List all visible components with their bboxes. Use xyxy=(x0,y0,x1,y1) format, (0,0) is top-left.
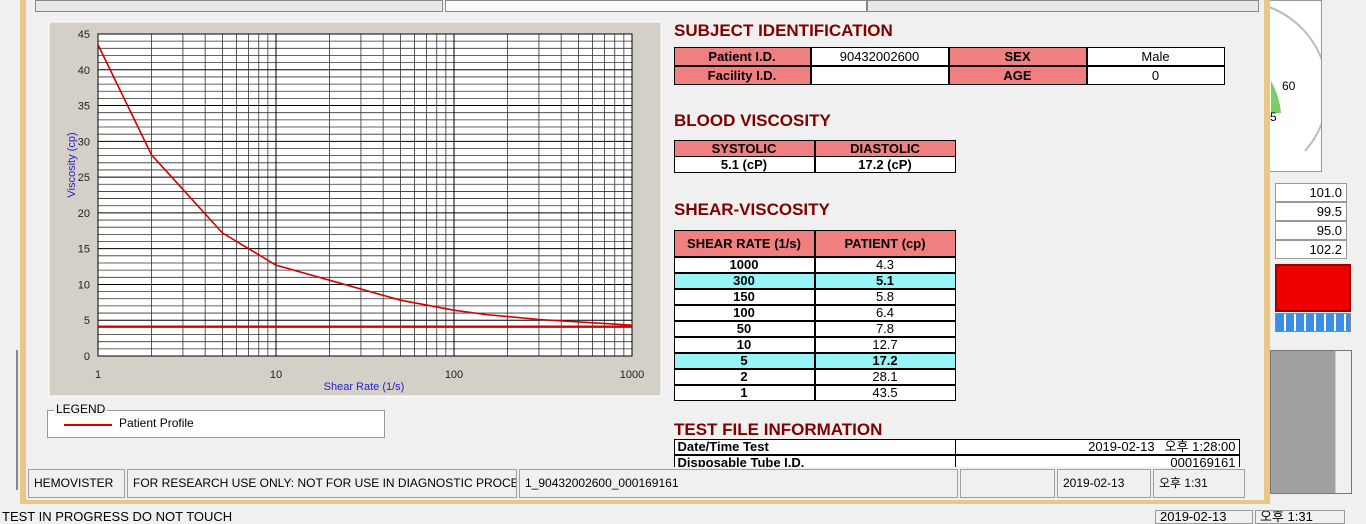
table-cell: 50 xyxy=(673,320,815,337)
status-cell: 2019-02-13 xyxy=(1057,469,1151,498)
scrollbar[interactable] xyxy=(1335,351,1351,493)
value-cell: Male xyxy=(1086,46,1225,66)
table-cell: 300 xyxy=(673,272,815,289)
x-tick-label: 1 xyxy=(95,369,101,381)
frame-edge xyxy=(16,350,18,490)
y-axis-label: Viscosity (cp) xyxy=(66,132,78,197)
legend-label: Patient Profile xyxy=(119,416,194,430)
table-cell: 100 xyxy=(673,304,815,321)
label-cell: Facility I.D. xyxy=(673,65,811,85)
status-cell: HEMOVISTER xyxy=(28,469,125,498)
value-cell: 0 xyxy=(1086,65,1225,85)
header-cell: SYSTOLIC xyxy=(673,139,815,157)
table-cell: 5 xyxy=(673,352,815,369)
y-tick-label: 20 xyxy=(78,208,90,220)
table-cell: 10 xyxy=(673,336,815,353)
table-cell: 28.1 xyxy=(814,368,956,385)
x-tick-label: 100 xyxy=(445,369,463,381)
progress-bar xyxy=(1275,313,1351,332)
y-tick-label: 40 xyxy=(78,65,90,77)
table-cell: 5.1 xyxy=(814,272,956,289)
table-cell: 17.2 xyxy=(814,352,956,369)
value-cell: 90432002600 xyxy=(810,46,949,66)
section-title: SUBJECT IDENTIFICATION xyxy=(674,21,893,40)
header-cell: SHEAR RATE (1/s) xyxy=(673,229,815,257)
table-cell: 150 xyxy=(673,288,815,305)
alarm-button[interactable] xyxy=(1275,264,1351,312)
table-cell: 1 xyxy=(673,384,815,401)
gauge-panel xyxy=(1268,0,1329,172)
section-title: BLOOD VISCOSITY xyxy=(674,111,831,130)
footer-cell: 오후 1:31 xyxy=(1255,510,1345,524)
value-cell: 5.1 (cP) xyxy=(673,155,815,173)
table-cell: 5.8 xyxy=(814,288,956,305)
value-cell: 2019-02-13 오후 1:28:00 xyxy=(954,438,1240,455)
y-tick-label: 10 xyxy=(78,279,90,291)
table-cell: 4.3 xyxy=(814,256,956,273)
reading: 102.2 xyxy=(1275,240,1347,259)
legend-swatch xyxy=(64,424,112,426)
status-cell xyxy=(960,469,1055,498)
label-cell: SEX xyxy=(948,46,1087,66)
label-cell: Date/Time Test xyxy=(673,438,956,455)
plot-area xyxy=(98,34,632,356)
footer-cell: 2019-02-13 xyxy=(1155,510,1253,524)
status-bar: HEMOVISTER FOR RESEARCH USE ONLY: NOT FOR… xyxy=(26,467,1264,500)
gauge-label: 5 xyxy=(1270,110,1277,124)
header-cell: PATIENT (cp) xyxy=(814,229,956,257)
tab-active[interactable] xyxy=(445,0,867,12)
value-cell xyxy=(810,65,949,85)
label-cell: AGE xyxy=(948,65,1087,85)
y-tick-label: 0 xyxy=(84,351,90,363)
x-axis-label: Shear Rate (1/s) xyxy=(324,381,405,393)
status-cell: FOR RESEARCH USE ONLY: NOT FOR USE IN DI… xyxy=(127,469,517,498)
section-title: TEST FILE INFORMATION xyxy=(674,420,883,439)
tab[interactable] xyxy=(867,0,1259,12)
value-text: 000169161 xyxy=(1170,454,1236,470)
tab[interactable] xyxy=(35,0,443,12)
y-tick-label: 45 xyxy=(78,29,90,41)
y-tick-label: 25 xyxy=(78,172,90,184)
label-cell: Patient I.D. xyxy=(673,46,811,66)
status-cell: 오후 1:31 xyxy=(1153,469,1245,498)
table-cell: 7.8 xyxy=(814,320,956,337)
value-cell: 17.2 (cP) xyxy=(814,155,956,173)
legend: LEGEND Patient Profile xyxy=(47,402,385,438)
y-tick-label: 15 xyxy=(78,244,90,256)
chart: 0 5 10 15 20 25 30 35 40 45 1 10 100 1000 Shear Rate (… xyxy=(48,21,662,397)
value-text: 오후 1:28:00 xyxy=(1164,438,1236,454)
status-cell: 1_90432002600_000169161 xyxy=(519,469,958,498)
footer-text: TEST IN PROGRESS DO NOT TOUCH xyxy=(2,509,233,524)
log-panel xyxy=(1270,350,1352,494)
table-cell: 43.5 xyxy=(814,384,956,401)
section-title: SHEAR-VISCOSITY xyxy=(674,200,830,219)
table-cell: 12.7 xyxy=(814,336,956,353)
reading: 101.0 xyxy=(1275,183,1347,202)
gauge-label: 60 xyxy=(1282,79,1296,93)
table-cell: 6.4 xyxy=(814,304,956,321)
reading: 95.0 xyxy=(1275,221,1347,240)
x-tick-label: 10 xyxy=(270,369,282,381)
series-line xyxy=(97,44,633,327)
value-text: 2019-02-13 xyxy=(1088,438,1155,454)
gauge-zone xyxy=(1271,81,1281,113)
reading: 99.5 xyxy=(1275,202,1347,221)
x-tick-label: 1000 xyxy=(620,369,644,381)
table-cell: 2 xyxy=(673,368,815,385)
y-tick-label: 5 xyxy=(84,315,90,327)
legend-title: LEGEND xyxy=(54,402,108,416)
header-cell: DIASTOLIC xyxy=(814,139,956,157)
y-tick-label: 30 xyxy=(78,136,90,148)
plot-border xyxy=(97,33,633,357)
table-cell: 1000 xyxy=(673,256,815,273)
y-tick-label: 35 xyxy=(78,101,90,113)
